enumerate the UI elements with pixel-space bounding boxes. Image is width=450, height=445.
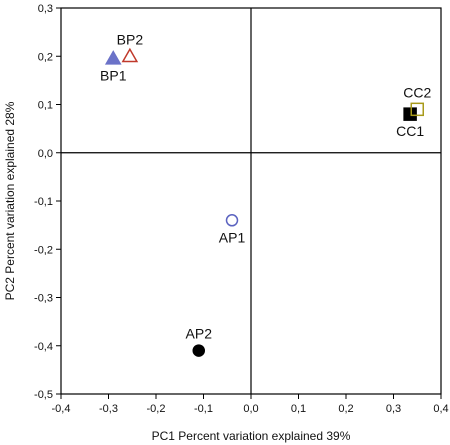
point-ap2-label: AP2	[186, 326, 213, 342]
x-tick-label: -0,4	[52, 403, 71, 415]
point-bp2-label: BP2	[117, 31, 144, 47]
x-tick-label: 0,1	[291, 403, 306, 415]
y-tick-label: -0,1	[34, 196, 53, 208]
y-axis-title: PC2 Percent variation explained 28%	[3, 101, 17, 300]
point-ap1-label: AP1	[219, 229, 246, 245]
y-tick-label: -0,5	[34, 389, 53, 401]
y-tick-label: -0,2	[34, 244, 53, 256]
point-cc1-marker	[403, 107, 417, 121]
x-tick-label: -0,3	[99, 403, 118, 415]
zero-lines	[61, 8, 441, 394]
y-axis-ticks: 0,3 0,2 0,1 0,0 -0,1 -0,2 -0,3 -0,4 -0,5	[34, 3, 61, 401]
x-tick-label: -0,1	[194, 403, 213, 415]
x-tick-label: 0,3	[386, 403, 401, 415]
y-tick-label: 0,2	[38, 51, 53, 63]
point-bp1-label: BP1	[100, 68, 127, 84]
y-tick-label: 0,3	[38, 3, 53, 15]
y-tick-label: -0,3	[34, 293, 53, 305]
point-ap2-marker	[192, 344, 205, 357]
x-axis-ticks: -0,4 -0,3 -0,2 -0,1 0,0 0,1 0,2 0,3 0,4	[52, 394, 449, 415]
y-tick-label: -0,4	[34, 341, 53, 353]
y-tick-label: 0,0	[38, 148, 53, 160]
x-tick-label: 0,4	[433, 403, 448, 415]
point-bp2-marker	[121, 47, 139, 63]
point-bp1-marker	[104, 50, 122, 65]
point-cc2-label: CC2	[403, 84, 431, 100]
data-points: BP1 BP2 CC1 CC2 AP1 AP2	[100, 31, 431, 357]
point-cc1-label: CC1	[396, 123, 424, 139]
point-cc2-marker	[410, 102, 424, 117]
x-tick-label: 0,2	[338, 403, 353, 415]
y-tick-label: 0,1	[38, 100, 53, 112]
x-tick-label: -0,2	[147, 403, 166, 415]
x-axis-title: PC1 Percent variation explained 39%	[152, 429, 351, 443]
point-ap1-marker	[225, 214, 239, 227]
x-tick-label: 0,0	[243, 403, 258, 415]
